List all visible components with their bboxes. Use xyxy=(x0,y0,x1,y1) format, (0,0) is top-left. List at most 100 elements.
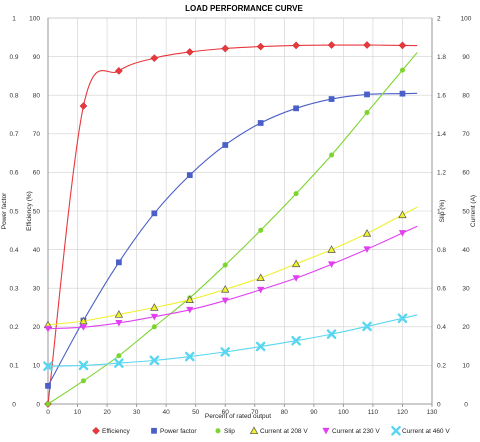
left-inner-axis-label: Efficiency (%) xyxy=(26,191,33,231)
legend-item-power-factor[interactable]: Power factor xyxy=(151,427,197,435)
data-point-slip xyxy=(399,67,405,73)
series-current-at-460-v xyxy=(43,313,418,371)
data-point-current-at-460-v xyxy=(184,351,195,362)
legend-marker-current-at-230-v xyxy=(322,427,330,435)
right-inner-tick-label: 0.8 xyxy=(437,247,446,254)
right-inner-tick-label: 1.6 xyxy=(437,93,446,100)
data-point-power-factor xyxy=(328,96,335,102)
data-point-efficiency xyxy=(150,54,159,63)
left-inner-tick-label: 40 xyxy=(33,247,41,254)
series-line-slip xyxy=(47,52,418,405)
data-point-current-at-460-v xyxy=(78,360,89,371)
right-inner-tick-label: 2 xyxy=(437,15,441,22)
right-outer-axis-label: Current (A) xyxy=(470,195,477,227)
x-tick-label: 70 xyxy=(251,409,259,416)
legend-marker-current-at-460-v xyxy=(391,426,401,436)
data-point-current-at-208-v xyxy=(221,285,230,293)
data-point-efficiency xyxy=(398,41,407,50)
left-inner-tick-label: 0 xyxy=(36,401,40,408)
data-point-efficiency xyxy=(327,41,336,49)
data-point-power-factor xyxy=(116,259,122,266)
data-point-current-at-460-v xyxy=(291,335,301,346)
data-point-power-factor xyxy=(151,210,158,217)
legend-label-current-at-460-v: Current at 460 V xyxy=(402,428,450,435)
grid xyxy=(47,17,433,405)
data-point-efficiency xyxy=(363,41,371,49)
right-outer-tick-label: 70 xyxy=(462,131,470,138)
data-point-current-at-460-v xyxy=(397,313,408,324)
right-inner-tick-label: 1.2 xyxy=(437,170,446,177)
left-inner-tick-label: 20 xyxy=(33,324,41,331)
series-layer xyxy=(43,41,418,408)
series-line-power-factor xyxy=(47,92,418,387)
x-tick-label: 80 xyxy=(281,409,289,416)
left-outer-tick-label: 0.4 xyxy=(9,247,18,254)
data-point-power-factor xyxy=(222,142,229,148)
data-point-slip xyxy=(151,324,157,330)
right-inner-tick-label: 0.2 xyxy=(437,363,446,370)
data-point-current-at-230-v xyxy=(257,286,265,294)
right-inner-axis-label: Slip (%) xyxy=(439,200,446,223)
series-current-at-230-v xyxy=(44,225,418,333)
data-point-current-at-208-v xyxy=(362,229,372,237)
x-tick-label: 120 xyxy=(397,409,408,416)
x-tick-label: 50 xyxy=(192,409,200,416)
data-point-efficiency xyxy=(79,102,88,110)
legend-item-current-at-208-v[interactable]: Current at 208 V xyxy=(249,426,308,435)
x-tick-label: 40 xyxy=(163,409,171,416)
data-point-current-at-460-v xyxy=(326,329,337,339)
legend-label-power-factor: Power factor xyxy=(160,428,197,435)
data-point-current-at-460-v xyxy=(255,341,266,352)
left-inner-tick-label: 60 xyxy=(33,170,41,177)
left-outer-axis-label: Power factor xyxy=(1,192,8,229)
series-efficiency xyxy=(44,41,418,408)
legend-item-efficiency[interactable]: Efficiency xyxy=(92,426,130,435)
x-tick-label: 0 xyxy=(46,409,50,416)
data-point-efficiency xyxy=(256,42,265,51)
data-point-current-at-230-v xyxy=(44,325,52,333)
right-inner-tick-label: 0.4 xyxy=(437,324,446,331)
left-inner-tick-label: 10 xyxy=(33,363,41,370)
data-point-current-at-460-v xyxy=(220,347,231,357)
data-point-current-at-230-v xyxy=(221,297,229,305)
data-point-power-factor xyxy=(186,172,193,178)
left-outer-tick-label: 0 xyxy=(12,401,16,408)
left-inner-tick-label: 100 xyxy=(29,15,40,22)
legend-item-current-at-460-v[interactable]: Current at 460 V xyxy=(391,426,450,436)
left-outer-tick-label: 0.9 xyxy=(9,54,18,61)
legend-item-slip[interactable]: Slip xyxy=(215,428,235,435)
data-point-power-factor xyxy=(293,105,300,112)
left-inner-tick-label: 50 xyxy=(33,208,41,215)
data-point-current-at-230-v xyxy=(398,230,407,237)
data-point-current-at-460-v xyxy=(114,358,124,368)
data-point-current-at-208-v xyxy=(327,245,336,253)
x-axis-label: Percent of rated output xyxy=(205,413,271,420)
left-outer-tick-label: 0.6 xyxy=(9,170,18,177)
data-point-current-at-230-v xyxy=(292,275,300,282)
right-outer-tick-label: 80 xyxy=(462,93,470,100)
legend-item-current-at-230-v[interactable]: Current at 230 V xyxy=(322,427,380,435)
data-point-current-at-208-v xyxy=(256,273,265,282)
data-point-slip xyxy=(80,378,86,384)
right-outer-tick-label: 40 xyxy=(462,247,470,254)
data-point-power-factor xyxy=(257,120,264,126)
legend-label-slip: Slip xyxy=(224,428,235,435)
x-tick-label: 30 xyxy=(133,409,141,416)
x-tick-label: 10 xyxy=(74,409,82,416)
left-inner-tick-label: 30 xyxy=(33,286,41,293)
legend-marker-efficiency xyxy=(92,426,100,435)
right-outer-tick-label: 30 xyxy=(462,286,470,293)
data-point-current-at-460-v xyxy=(43,361,53,371)
left-inner-tick-label: 80 xyxy=(33,93,41,100)
right-inner-tick-label: 1 xyxy=(437,208,441,215)
left-outer-tick-label: 0.2 xyxy=(9,324,18,331)
axes: 0 10 20 30 40 50 60 70 80 90 100 110 120 13000.10.20.… xyxy=(1,15,477,416)
left-outer-tick-label: 1 xyxy=(12,15,16,22)
left-outer-tick-label: 0.1 xyxy=(9,363,18,370)
data-point-efficiency xyxy=(292,41,301,50)
right-outer-tick-label: 20 xyxy=(462,324,470,331)
series-line-current-at-208-v xyxy=(47,206,418,326)
data-point-current-at-460-v xyxy=(149,355,160,366)
series-line-efficiency xyxy=(47,44,418,405)
